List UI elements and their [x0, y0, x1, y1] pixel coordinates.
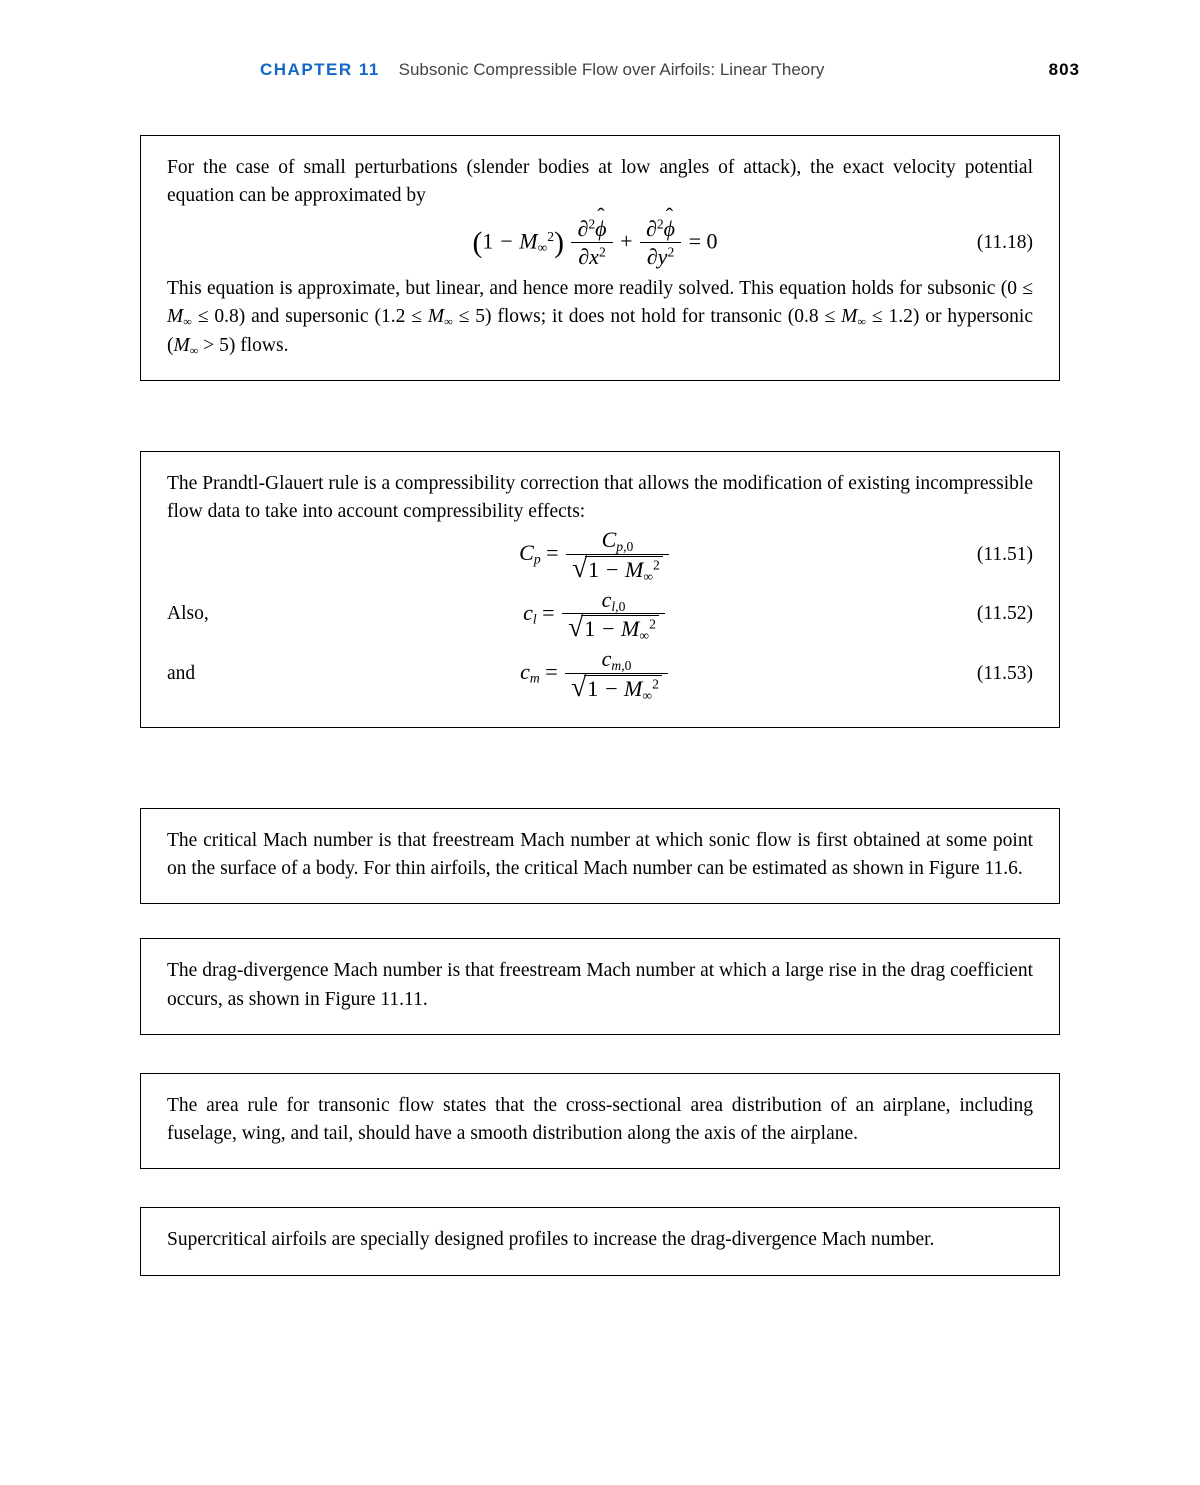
box1-para2-c: ≤ 5) flows; it does not hold for transon… [453, 306, 841, 327]
summary-box-drag-divergence: The drag-divergence Mach number is that … [140, 938, 1060, 1035]
equation-number-11-53: (11.53) [943, 660, 1033, 688]
equation-number-11-52: (11.52) [943, 600, 1033, 628]
summary-box-supercritical: Supercritical airfoils are specially des… [140, 1207, 1060, 1275]
header-left: CHAPTER 11 Subsonic Compressible Flow ov… [260, 60, 824, 80]
box6-text: Supercritical airfoils are specially des… [167, 1229, 934, 1250]
box2-para1: The Prandtl-Glauert rule is a compressib… [167, 470, 1033, 527]
equation-11-52: cl = cl,0 √1 − M∞2 [247, 588, 943, 641]
equation-11-18: (1 − M∞2) ∂2ϕ ∂x2 + ∂2ϕ ∂y2 = 0 [247, 217, 943, 269]
equation-11-52-row: Also, cl = cl,0 √1 − M∞2 (11.52) [167, 588, 1033, 641]
box3-text: The critical Mach number is that freestr… [167, 830, 1033, 879]
summary-box-perturbation: For the case of small perturbations (sle… [140, 135, 1060, 381]
equation-11-51-row: Cp = Cp,0 √1 − M∞2 (11.51) [167, 528, 1033, 581]
eq-lead-and: and [167, 660, 247, 688]
box1-para2-e: > 5) flows. [198, 335, 288, 356]
equation-11-53: cm = cm,0 √1 − M∞2 [247, 647, 943, 700]
box1-para1: For the case of small perturbations (sle… [167, 154, 1033, 211]
chapter-label: CHAPTER 11 [260, 60, 380, 79]
equation-11-53-row: and cm = cm,0 √1 − M∞2 (11.53) [167, 647, 1033, 700]
running-header: CHAPTER 11 Subsonic Compressible Flow ov… [110, 60, 1090, 80]
box4-text: The drag-divergence Mach number is that … [167, 960, 1033, 1009]
summary-box-prandtl-glauert: The Prandtl-Glauert rule is a compressib… [140, 451, 1060, 728]
summary-box-area-rule: The area rule for transonic flow states … [140, 1073, 1060, 1170]
page: CHAPTER 11 Subsonic Compressible Flow ov… [0, 0, 1200, 1485]
chapter-title: Subsonic Compressible Flow over Airfoils… [399, 60, 825, 79]
box5-text: The area rule for transonic flow states … [167, 1095, 1033, 1144]
content-boxes: For the case of small perturbations (sle… [140, 135, 1060, 1276]
box1-para2-a: This equation is approximate, but linear… [167, 278, 1033, 299]
equation-number-11-18: (11.18) [943, 229, 1033, 257]
eq-lead-also: Also, [167, 600, 247, 628]
box1-para2: This equation is approximate, but linear… [167, 275, 1033, 360]
equation-11-51: Cp = Cp,0 √1 − M∞2 [247, 528, 943, 581]
page-number: 803 [1049, 60, 1080, 80]
box1-para2-b: ≤ 0.8) and supersonic (1.2 ≤ [192, 306, 428, 327]
summary-box-critical-mach: The critical Mach number is that freestr… [140, 808, 1060, 905]
equation-number-11-51: (11.51) [943, 541, 1033, 569]
equation-11-18-row: (1 − M∞2) ∂2ϕ ∂x2 + ∂2ϕ ∂y2 = 0 (11.18) [167, 217, 1033, 269]
